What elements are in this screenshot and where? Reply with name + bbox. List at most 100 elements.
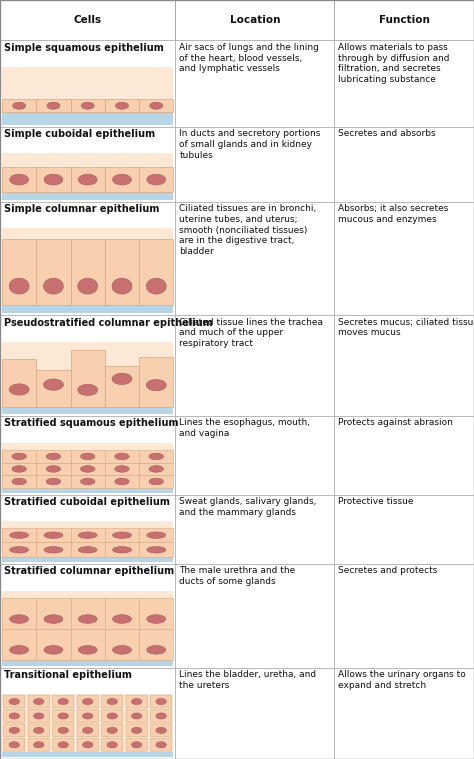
Bar <box>105 99 139 112</box>
Bar <box>334 495 474 564</box>
Bar <box>71 167 105 192</box>
Ellipse shape <box>112 546 131 553</box>
Bar <box>175 40 334 127</box>
Ellipse shape <box>115 453 129 460</box>
Bar <box>71 598 105 629</box>
Bar <box>36 238 71 304</box>
Bar <box>105 238 139 304</box>
Ellipse shape <box>107 727 117 733</box>
Ellipse shape <box>44 532 63 538</box>
Ellipse shape <box>46 466 61 472</box>
Text: Cells: Cells <box>73 15 102 25</box>
Ellipse shape <box>34 727 44 733</box>
FancyBboxPatch shape <box>126 710 147 723</box>
Ellipse shape <box>82 727 93 733</box>
FancyBboxPatch shape <box>126 739 147 751</box>
Bar <box>2 99 36 112</box>
Ellipse shape <box>9 384 29 395</box>
Ellipse shape <box>78 532 97 538</box>
Ellipse shape <box>147 175 166 185</box>
Text: Lines the bladder, uretha, and
the ureters: Lines the bladder, uretha, and the urete… <box>179 670 317 690</box>
Ellipse shape <box>156 698 166 704</box>
Text: Allows materials to pass
through by diffusion and
filtration, and secretes
lubri: Allows materials to pass through by diff… <box>338 43 450 84</box>
Bar <box>71 543 105 557</box>
Ellipse shape <box>34 698 44 704</box>
FancyBboxPatch shape <box>126 695 147 708</box>
Bar <box>2 407 173 414</box>
Bar <box>2 153 173 200</box>
Bar <box>175 0 334 40</box>
Text: Stratified cuboidal epithelium: Stratified cuboidal epithelium <box>4 497 170 507</box>
Ellipse shape <box>112 373 132 385</box>
FancyBboxPatch shape <box>4 710 25 723</box>
Bar <box>36 598 71 629</box>
Ellipse shape <box>81 102 94 109</box>
Ellipse shape <box>78 615 97 623</box>
Bar <box>175 315 334 416</box>
FancyBboxPatch shape <box>151 695 172 708</box>
Bar <box>2 112 173 124</box>
Bar <box>139 463 173 475</box>
Bar <box>2 598 36 629</box>
FancyBboxPatch shape <box>4 739 25 751</box>
Bar <box>334 0 474 40</box>
Bar <box>36 99 71 112</box>
Ellipse shape <box>13 102 26 109</box>
Bar <box>2 450 36 463</box>
Ellipse shape <box>58 742 68 748</box>
Bar <box>2 228 173 313</box>
Ellipse shape <box>58 698 68 704</box>
Bar <box>71 450 105 463</box>
Bar <box>71 351 105 407</box>
Ellipse shape <box>107 742 117 748</box>
Ellipse shape <box>47 102 60 109</box>
Bar <box>2 557 173 562</box>
Bar <box>175 495 334 564</box>
FancyBboxPatch shape <box>77 724 98 737</box>
Ellipse shape <box>9 742 19 748</box>
Bar <box>334 416 474 495</box>
Bar <box>139 528 173 543</box>
Ellipse shape <box>112 615 131 623</box>
Bar <box>334 668 474 759</box>
Bar <box>2 342 173 414</box>
Bar <box>71 528 105 543</box>
FancyBboxPatch shape <box>101 724 123 737</box>
FancyBboxPatch shape <box>151 739 172 751</box>
Bar <box>36 167 71 192</box>
Text: Location: Location <box>229 15 280 25</box>
Ellipse shape <box>156 742 166 748</box>
Ellipse shape <box>156 727 166 733</box>
Text: Ciliated tissues are in bronchi,
uterine tubes, and uterus;
smooth (nonciliated : Ciliated tissues are in bronchi, uterine… <box>179 204 317 256</box>
Text: Stratified columnar epithelium: Stratified columnar epithelium <box>4 566 174 576</box>
Text: Function: Function <box>379 15 429 25</box>
Bar <box>71 629 105 660</box>
Bar <box>2 591 173 666</box>
Ellipse shape <box>149 466 164 472</box>
FancyBboxPatch shape <box>151 710 172 723</box>
Bar <box>2 67 173 124</box>
Ellipse shape <box>58 727 68 733</box>
Ellipse shape <box>46 478 61 485</box>
Ellipse shape <box>131 727 142 733</box>
Bar <box>139 167 173 192</box>
Text: Secretes and protects: Secretes and protects <box>338 566 438 575</box>
Ellipse shape <box>82 713 93 719</box>
Ellipse shape <box>44 546 63 553</box>
Ellipse shape <box>112 532 131 538</box>
FancyBboxPatch shape <box>101 695 123 708</box>
Bar <box>139 543 173 557</box>
FancyBboxPatch shape <box>101 710 123 723</box>
Ellipse shape <box>147 646 166 654</box>
Bar <box>139 598 173 629</box>
Ellipse shape <box>131 698 142 704</box>
Ellipse shape <box>146 279 166 294</box>
Bar <box>0 416 175 495</box>
FancyBboxPatch shape <box>28 739 49 751</box>
Bar <box>71 99 105 112</box>
Bar <box>334 40 474 127</box>
Ellipse shape <box>9 532 28 538</box>
Bar <box>105 463 139 475</box>
Ellipse shape <box>149 478 164 485</box>
Bar <box>2 488 173 493</box>
